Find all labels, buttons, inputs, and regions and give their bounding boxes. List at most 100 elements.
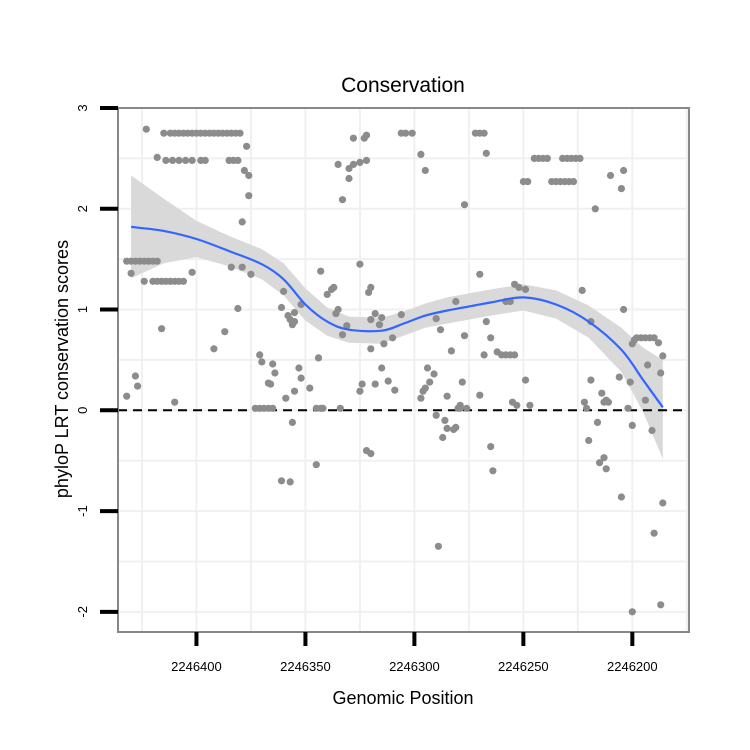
data-point bbox=[234, 304, 242, 313]
data-point bbox=[323, 290, 331, 298]
data-point bbox=[524, 178, 532, 186]
data-point bbox=[358, 380, 366, 388]
data-point bbox=[521, 376, 530, 384]
data-point bbox=[319, 404, 327, 412]
data-point bbox=[336, 404, 344, 412]
data-point bbox=[317, 267, 325, 275]
data-point bbox=[657, 369, 665, 377]
data-point bbox=[349, 134, 357, 142]
data-point bbox=[378, 314, 386, 322]
data-point bbox=[295, 364, 303, 372]
y-axis-ticks: -2 -1 0 1 2 3 bbox=[75, 104, 118, 618]
data-point bbox=[452, 423, 460, 431]
data-point bbox=[282, 394, 290, 402]
data-point bbox=[615, 373, 623, 381]
data-point bbox=[338, 331, 347, 339]
data-point bbox=[201, 156, 209, 164]
data-point bbox=[460, 332, 469, 340]
data-point bbox=[153, 153, 161, 161]
data-point bbox=[628, 421, 636, 429]
data-point bbox=[367, 450, 375, 458]
data-point bbox=[234, 156, 242, 164]
data-point bbox=[356, 387, 364, 395]
data-point bbox=[432, 315, 440, 323]
data-point bbox=[628, 608, 636, 616]
data-point bbox=[236, 129, 244, 137]
data-point bbox=[142, 125, 150, 133]
data-point bbox=[576, 154, 584, 162]
data-points bbox=[123, 125, 667, 616]
x-tick-label: 2246300 bbox=[389, 659, 440, 674]
y-tick-label: -1 bbox=[75, 505, 90, 517]
grid-lines bbox=[118, 108, 689, 632]
data-point bbox=[510, 351, 519, 359]
data-point bbox=[227, 263, 235, 271]
data-point bbox=[356, 158, 364, 166]
data-point bbox=[456, 404, 464, 412]
data-point bbox=[384, 377, 392, 385]
data-point bbox=[569, 178, 578, 186]
data-point bbox=[343, 322, 351, 330]
data-point bbox=[277, 477, 286, 485]
data-point bbox=[421, 384, 429, 392]
data-point bbox=[617, 185, 626, 193]
data-point bbox=[367, 283, 375, 291]
data-point bbox=[288, 418, 296, 426]
data-point bbox=[624, 404, 632, 412]
data-point bbox=[175, 156, 183, 164]
data-point bbox=[441, 416, 449, 424]
data-point bbox=[269, 404, 277, 412]
y-tick-label: -2 bbox=[75, 606, 90, 618]
data-point bbox=[476, 391, 484, 399]
data-point bbox=[238, 263, 246, 271]
data-point bbox=[179, 277, 187, 285]
data-point bbox=[367, 345, 375, 353]
data-point bbox=[460, 201, 469, 209]
data-point bbox=[617, 493, 626, 501]
data-point bbox=[267, 380, 275, 388]
data-point bbox=[430, 370, 438, 378]
data-point bbox=[168, 156, 177, 164]
data-point bbox=[290, 387, 299, 395]
data-point bbox=[371, 380, 379, 388]
data-point bbox=[297, 374, 305, 382]
data-point bbox=[188, 268, 196, 276]
data-point bbox=[280, 287, 288, 295]
data-point bbox=[243, 142, 251, 150]
data-point bbox=[482, 318, 490, 326]
data-point bbox=[578, 286, 586, 294]
data-point bbox=[402, 129, 410, 137]
data-point bbox=[641, 396, 650, 404]
data-point bbox=[188, 156, 196, 164]
data-point bbox=[158, 325, 166, 333]
data-point bbox=[443, 392, 451, 400]
y-tick-label: 3 bbox=[75, 104, 90, 111]
data-point bbox=[583, 404, 591, 412]
data-point bbox=[182, 156, 190, 164]
data-point bbox=[513, 401, 521, 409]
data-point bbox=[349, 160, 357, 168]
x-tick-label: 2246200 bbox=[607, 659, 658, 674]
data-point bbox=[426, 378, 434, 386]
data-point bbox=[247, 270, 255, 278]
data-point bbox=[620, 166, 628, 175]
data-point bbox=[423, 364, 432, 372]
data-point bbox=[221, 328, 229, 336]
y-axis-label: phyloP LRT conservation scores bbox=[52, 240, 72, 498]
data-point bbox=[362, 156, 371, 164]
data-point bbox=[314, 354, 323, 362]
data-point bbox=[521, 285, 530, 293]
data-point bbox=[463, 404, 471, 412]
data-point bbox=[421, 166, 429, 175]
data-point bbox=[140, 277, 148, 285]
data-point bbox=[290, 318, 299, 326]
data-point bbox=[134, 382, 142, 390]
data-point bbox=[543, 154, 551, 162]
data-point bbox=[417, 150, 425, 158]
data-point bbox=[245, 171, 253, 180]
data-point bbox=[585, 436, 593, 445]
data-point bbox=[367, 316, 375, 324]
data-point bbox=[271, 369, 279, 377]
data-point bbox=[434, 542, 442, 550]
